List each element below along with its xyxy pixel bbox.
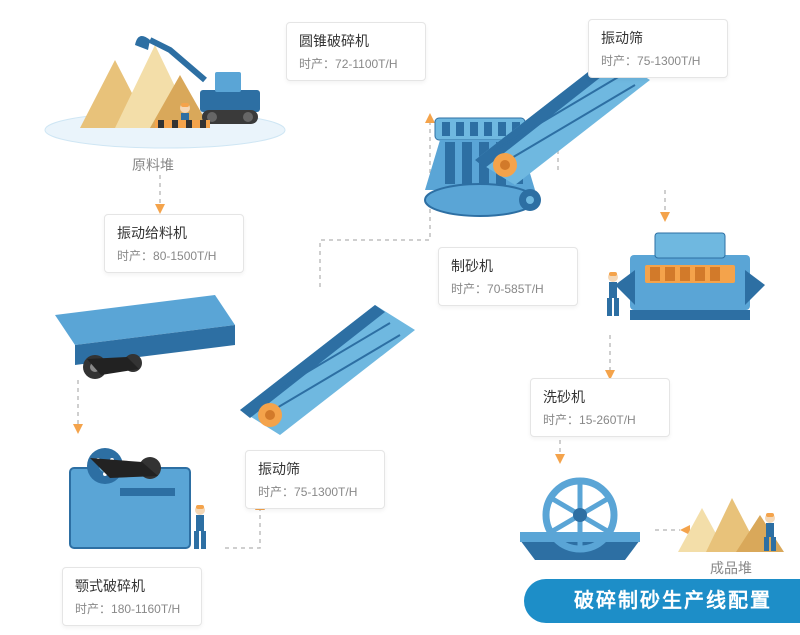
sandmaker-capacity: 时产：70-585T/H — [451, 280, 565, 297]
raw-pile-equipment — [40, 10, 290, 150]
washer-label: 洗砂机时产：15-260T/H — [530, 378, 670, 437]
jaw-label: 颚式破碎机时产：180-1160T/H — [62, 567, 202, 626]
screen1-label: 振动筛时产：75-1300T/H — [245, 450, 385, 509]
cone-label: 圆锥破碎机时产：72-1100T/H — [286, 22, 426, 81]
screen2-label: 振动筛时产：75-1300T/H — [588, 19, 728, 78]
screen1-capacity: 时产：75-1300T/H — [258, 483, 372, 500]
product_pile-label: 成品堆 — [710, 558, 752, 578]
title-banner: 破碎制砂生产线配置 — [524, 579, 800, 623]
screen2-title: 振动筛 — [601, 28, 715, 48]
jaw-capacity: 时产：180-1160T/H — [75, 600, 189, 617]
screen2-capacity: 时产：75-1300T/H — [601, 52, 715, 69]
vibrating-screen-1-equipment — [225, 290, 425, 440]
washer-capacity: 时产：15-260T/H — [543, 411, 657, 428]
feeder-capacity: 时产：80-1500T/H — [117, 247, 231, 264]
sandmaker-label: 制砂机时产：70-585T/H — [438, 247, 578, 306]
feeder-label: 振动给料机时产：80-1500T/H — [104, 214, 244, 273]
sand-washer-equipment — [505, 460, 655, 570]
cone-capacity: 时产：72-1100T/H — [299, 55, 413, 72]
feeder-title: 振动给料机 — [117, 223, 231, 243]
washer-title: 洗砂机 — [543, 387, 657, 407]
screen1-title: 振动筛 — [258, 459, 372, 479]
raw_pile-label: 原料堆 — [132, 155, 174, 175]
sand-maker-equipment — [595, 215, 785, 335]
feeder-equipment — [45, 285, 245, 385]
jaw-crusher-equipment — [60, 438, 220, 558]
product-pile-equipment — [670, 460, 800, 570]
diagram-stage: 振动给料机时产：80-1500T/H 颚式破碎机时产：180-1160T/H 振动筛… — [0, 0, 800, 635]
jaw-title: 颚式破碎机 — [75, 576, 189, 596]
cone-title: 圆锥破碎机 — [299, 31, 413, 51]
sandmaker-title: 制砂机 — [451, 256, 565, 276]
